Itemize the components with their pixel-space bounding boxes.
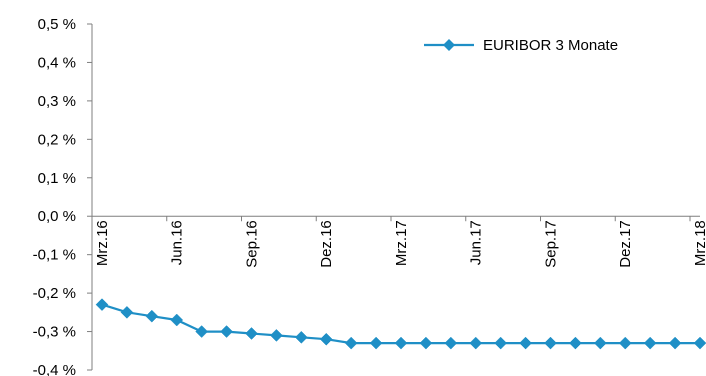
data-point <box>319 332 333 346</box>
y-tick-label: 0,2 % <box>38 131 76 148</box>
data-point <box>444 336 458 350</box>
y-tick-label: -0,2 % <box>33 285 76 302</box>
series-euribor <box>95 298 706 350</box>
data-point <box>270 329 283 342</box>
data-point <box>668 336 682 350</box>
data-point <box>245 327 258 340</box>
data-point <box>469 336 483 350</box>
y-tick-label: 0,3 % <box>38 93 76 110</box>
x-tick-label: Jun.17 <box>468 220 485 265</box>
data-point <box>693 336 706 350</box>
data-point <box>294 330 308 344</box>
y-tick-label: 0,1 % <box>38 170 76 187</box>
data-point <box>643 336 657 350</box>
x-axis: Mrz.16 Jun.16 Sep.16 Dez.16 Mrz.17 Jun.17 Sep.… <box>91 215 706 268</box>
data-point <box>344 336 358 350</box>
data-point <box>569 336 582 350</box>
y-tick-label: -0,1 % <box>33 247 76 264</box>
legend: EURIBOR 3 Monate <box>424 37 618 54</box>
x-tick-label: Mrz.18 <box>692 220 706 266</box>
data-point <box>519 336 532 350</box>
y-tick-label: -0,3 % <box>33 324 76 341</box>
data-point <box>494 336 508 350</box>
data-point <box>195 325 209 338</box>
data-point <box>593 336 607 350</box>
data-point <box>544 336 557 350</box>
legend-marker <box>443 39 455 51</box>
x-tick-label: Sep.17 <box>543 220 560 268</box>
y-axis: 0,5 % 0,4 % 0,3 % 0,2 % 0,1 % 0,0 % -0,1 % -0,2… <box>33 16 93 376</box>
y-tick-label: -0,4 % <box>33 362 76 376</box>
y-tick-label: 0,4 % <box>38 54 76 71</box>
x-tick-label: Dez.16 <box>318 220 335 268</box>
data-point <box>220 325 233 338</box>
y-tick-label: 0,0 % <box>38 208 76 225</box>
data-point <box>618 336 632 350</box>
data-point <box>145 309 159 323</box>
data-point <box>95 298 109 311</box>
x-tick-label: Dez.17 <box>617 220 634 268</box>
data-point <box>394 336 408 350</box>
data-point <box>369 336 383 350</box>
x-tick-label: Jun.16 <box>169 220 186 265</box>
x-tick-label: Mrz.16 <box>94 220 111 266</box>
data-point <box>419 336 433 350</box>
legend-label: EURIBOR 3 Monate <box>483 37 618 54</box>
y-tick-label: 0,5 % <box>38 16 76 33</box>
data-point <box>170 313 184 327</box>
data-point <box>120 305 134 319</box>
x-tick-label: Mrz.17 <box>393 220 410 266</box>
x-tick-label: Sep.16 <box>244 220 261 268</box>
